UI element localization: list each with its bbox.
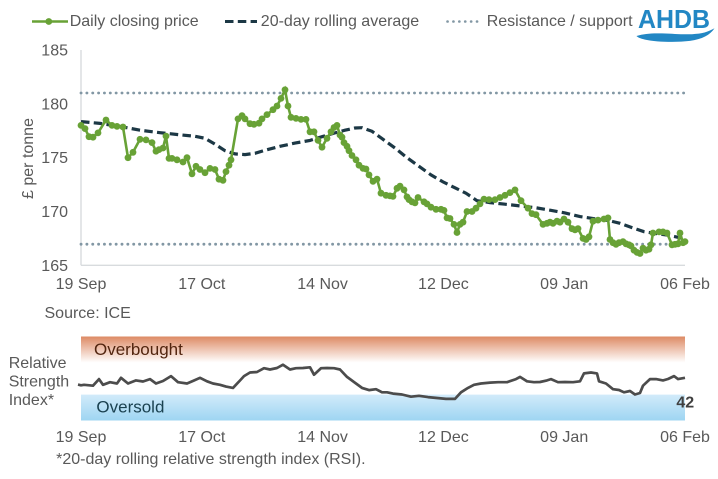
- svg-text:12 Dec: 12 Dec: [418, 429, 469, 446]
- svg-text:17 Oct: 17 Oct: [178, 429, 226, 446]
- svg-text:12 Dec: 12 Dec: [418, 276, 469, 293]
- svg-text:06 Feb: 06 Feb: [660, 276, 710, 293]
- svg-text:180: 180: [41, 96, 68, 113]
- svg-text:06 Feb: 06 Feb: [660, 429, 710, 446]
- svg-text:170: 170: [41, 204, 68, 221]
- svg-text:£ per tonne: £ per tonne: [20, 118, 37, 199]
- svg-text:Daily closing price: Daily closing price: [70, 13, 199, 30]
- svg-text:Oversold: Oversold: [96, 397, 164, 416]
- svg-text:165: 165: [41, 258, 68, 275]
- svg-text:17 Oct: 17 Oct: [178, 276, 226, 293]
- svg-text:14 Nov: 14 Nov: [297, 276, 348, 293]
- svg-text:Source: ICE: Source: ICE: [45, 305, 131, 322]
- svg-text:09 Jan: 09 Jan: [540, 276, 588, 293]
- svg-text:20-day rolling average: 20-day rolling average: [261, 13, 419, 30]
- svg-text:Strength: Strength: [9, 374, 69, 391]
- svg-text:Overbought: Overbought: [94, 340, 183, 359]
- svg-text:42: 42: [676, 395, 694, 412]
- svg-text:Resistance / support: Resistance / support: [487, 13, 633, 30]
- svg-text:*20-day rolling relative stren: *20-day rolling relative strength index …: [56, 451, 365, 468]
- svg-text:AHDB: AHDB: [638, 4, 710, 34]
- svg-text:14 Nov: 14 Nov: [297, 429, 348, 446]
- svg-text:19 Sep: 19 Sep: [56, 276, 107, 293]
- svg-text:Index*: Index*: [9, 392, 54, 409]
- svg-text:175: 175: [41, 150, 68, 167]
- svg-text:09 Jan: 09 Jan: [540, 429, 588, 446]
- svg-text:19 Sep: 19 Sep: [56, 429, 107, 446]
- svg-text:185: 185: [41, 43, 68, 60]
- svg-text:Relative: Relative: [9, 355, 67, 372]
